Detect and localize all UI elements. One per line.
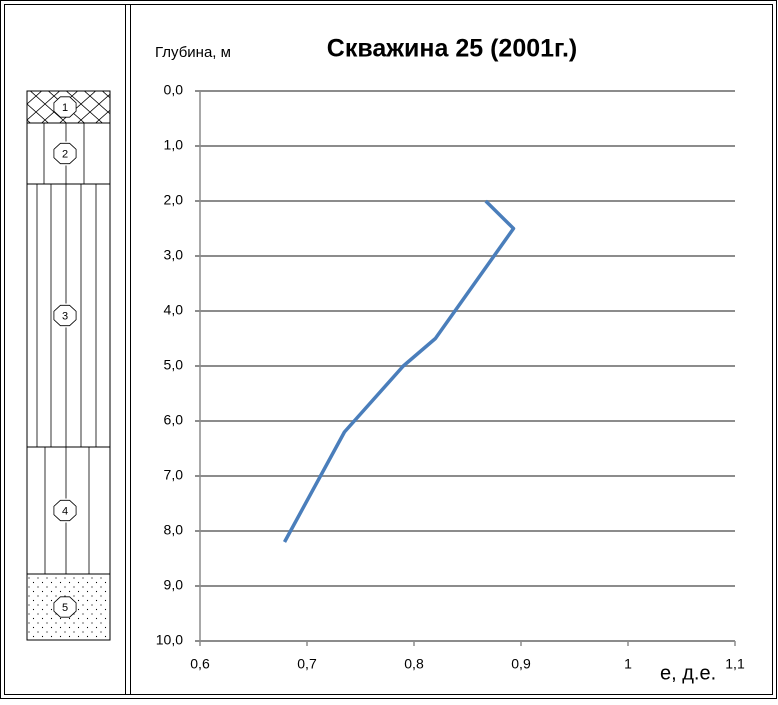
x-axis-label: е, д.е. xyxy=(660,662,716,684)
y-tick-label: 7,0 xyxy=(164,467,184,483)
layer-marker xyxy=(53,304,77,327)
layer-label: 3 xyxy=(62,310,68,322)
geologic-column: 1 2 3 4 5 xyxy=(26,90,111,641)
layer-label: 2 xyxy=(62,148,68,160)
x-tick-label: 0,6 xyxy=(190,656,210,672)
chart-title: Скважина 25 (2001г.) xyxy=(327,35,577,63)
layer-label: 4 xyxy=(62,505,68,517)
layer-marker xyxy=(53,142,77,165)
y-tick-label: 3,0 xyxy=(164,247,184,263)
x-tick-label: 1 xyxy=(624,656,632,672)
x-tick-label: 0,8 xyxy=(404,656,424,672)
y-tick-label: 5,0 xyxy=(164,357,184,373)
x-tick-label: 0,9 xyxy=(511,656,531,672)
y-tick-label: 2,0 xyxy=(164,192,184,208)
y-tick-label: 1,0 xyxy=(164,137,184,153)
layer-label: 5 xyxy=(62,602,68,614)
y-tick-label: 9,0 xyxy=(164,577,184,593)
frame-inner xyxy=(4,4,773,695)
y-tick-label: 10,0 xyxy=(156,632,183,648)
layer-label: 1 xyxy=(62,102,68,114)
layer-marker xyxy=(53,499,77,522)
y-tick-label: 6,0 xyxy=(164,412,184,428)
layer-marker xyxy=(53,596,77,618)
x-tick-label: 1,1 xyxy=(725,656,745,672)
y-tick-label: 0,0 xyxy=(164,82,184,98)
x-tick-label: 0,7 xyxy=(297,656,317,672)
y-tick-label: 4,0 xyxy=(164,302,184,318)
layer xyxy=(26,122,111,185)
layer-marker xyxy=(53,96,77,118)
y-axis-label: Глубина, м xyxy=(155,44,231,61)
y-tick-label: 8,0 xyxy=(164,522,184,538)
data-line xyxy=(282,199,516,543)
